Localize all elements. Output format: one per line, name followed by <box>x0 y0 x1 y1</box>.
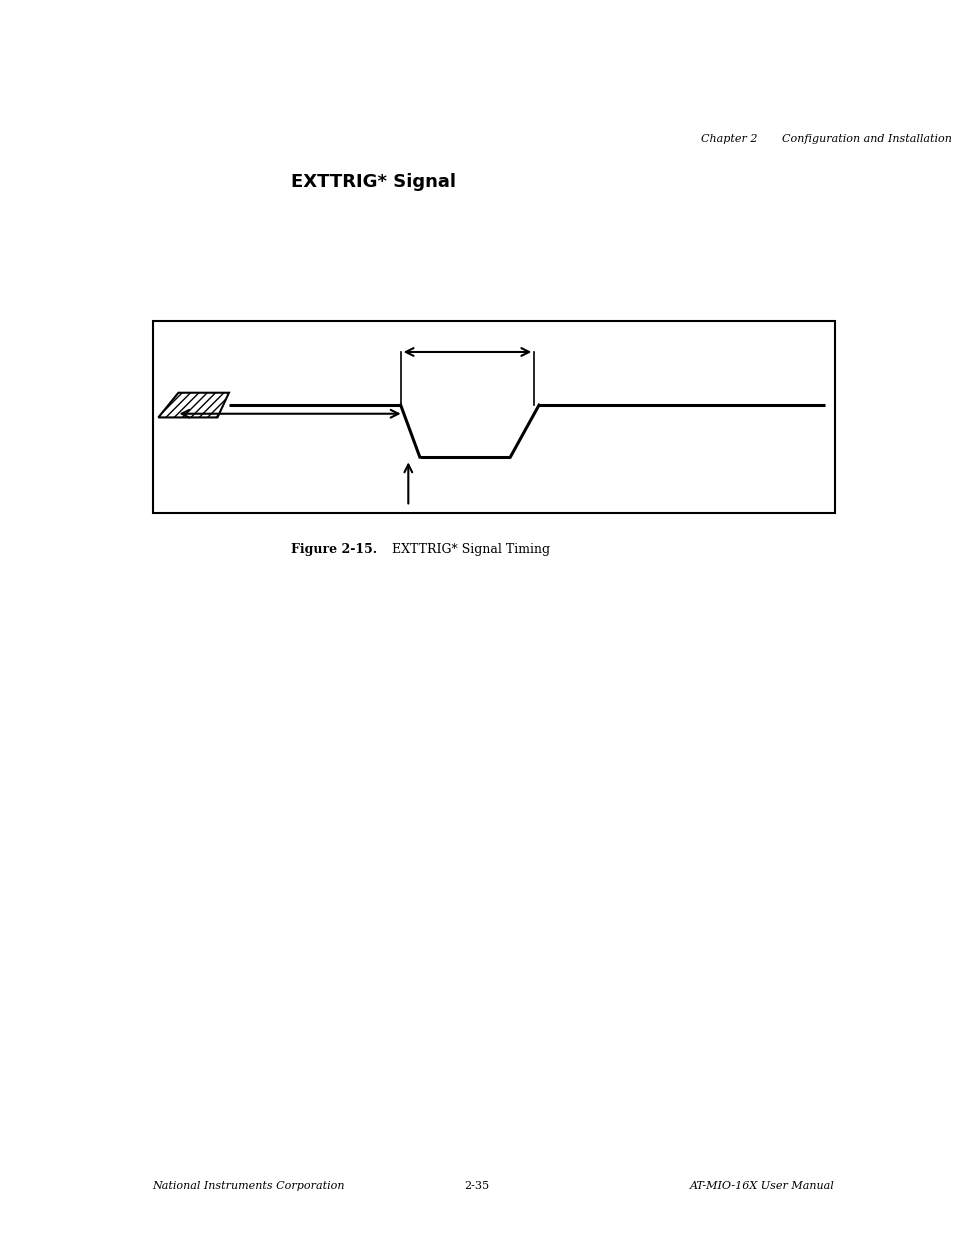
Text: Figure 2-15.: Figure 2-15. <box>291 543 376 556</box>
Bar <box>152 321 834 513</box>
Text: National Instruments Corporation: National Instruments Corporation <box>152 1181 345 1191</box>
Text: 2-35: 2-35 <box>464 1181 489 1191</box>
Text: EXTTRIG* Signal Timing: EXTTRIG* Signal Timing <box>384 543 550 556</box>
Text: AT-MIO-16X User Manual: AT-MIO-16X User Manual <box>689 1181 834 1191</box>
Text: Chapter 2       Configuration and Installation: Chapter 2 Configuration and Installation <box>700 135 951 144</box>
Text: EXTTRIG* Signal: EXTTRIG* Signal <box>291 173 456 191</box>
Polygon shape <box>158 393 229 417</box>
